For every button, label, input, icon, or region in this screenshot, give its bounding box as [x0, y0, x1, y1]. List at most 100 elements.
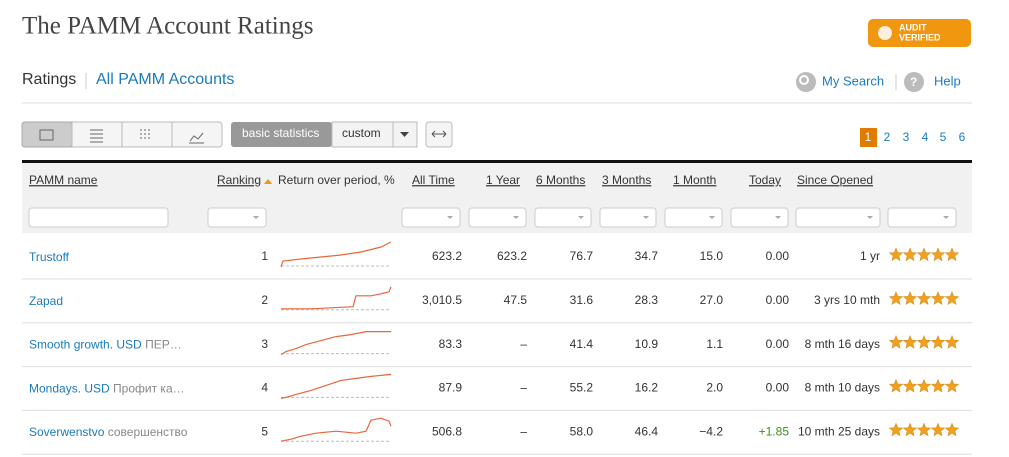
- column-header[interactable]: 3 Months: [602, 173, 651, 187]
- cell-today: 0.00: [766, 293, 790, 307]
- sparkline: [280, 331, 391, 356]
- cell-year: 623.2: [497, 249, 527, 263]
- dropdown-arrow[interactable]: [400, 132, 409, 137]
- star: [916, 422, 932, 437]
- column-header[interactable]: Today: [749, 173, 781, 187]
- select-arrow: [943, 216, 949, 219]
- filter-select[interactable]: [534, 207, 592, 228]
- page-link[interactable]: 3: [903, 130, 910, 144]
- page-link[interactable]: 4: [922, 130, 929, 144]
- ranking: 3: [261, 337, 268, 351]
- star: [888, 291, 904, 306]
- cell-six-months: 41.4: [570, 337, 594, 351]
- star: [930, 334, 946, 349]
- cell-today: 0.00: [766, 337, 790, 351]
- filter-select[interactable]: [887, 207, 957, 228]
- ranking: 2: [261, 293, 268, 307]
- select-arrow: [775, 216, 781, 219]
- mode-label: custom: [342, 126, 381, 140]
- filter-select[interactable]: [795, 207, 881, 228]
- filter-select[interactable]: [730, 207, 789, 228]
- column-header[interactable]: 6 Months: [536, 173, 585, 187]
- help-icon: ?: [910, 75, 917, 89]
- filter-select[interactable]: [599, 207, 657, 228]
- sparkline: [281, 286, 392, 311]
- tab[interactable]: All PAMM Accounts: [96, 71, 234, 88]
- account-name[interactable]: Trustoff: [29, 250, 70, 264]
- tab[interactable]: Ratings: [22, 71, 76, 88]
- account-name[interactable]: Smooth growth. USD ПЕР…: [29, 338, 182, 352]
- cell-year: 47.5: [504, 293, 528, 307]
- column-header[interactable]: Since Opened: [797, 173, 873, 187]
- account-link[interactable]: Trustoff: [29, 250, 70, 264]
- cell-all-time: 623.2: [432, 249, 462, 263]
- cell-month: 27.0: [700, 293, 724, 307]
- account-note: совершенство: [108, 425, 188, 439]
- account-name[interactable]: Mondays. USD Профит ка…: [29, 382, 185, 396]
- table-body: Trustoff 1 623.2 623.2 76.7 34.7 15.0 0.00 1 yr Z…: [22, 241, 972, 455]
- cell-six-months: 58.0: [570, 424, 594, 438]
- account-name[interactable]: Zapad: [29, 294, 63, 308]
- account-link[interactable]: Smooth growth. USD: [29, 338, 142, 352]
- filter-select[interactable]: [401, 207, 461, 228]
- star: [888, 334, 904, 349]
- page-current: [860, 128, 877, 147]
- filter-select[interactable]: [207, 207, 267, 228]
- star: [930, 422, 946, 437]
- cell-since-opened: 8 mth 16 days: [805, 337, 880, 351]
- page-title: The PAMM Account Ratings: [22, 13, 313, 40]
- select-arrow: [253, 216, 259, 219]
- star: [944, 334, 960, 349]
- star: [944, 291, 960, 306]
- link[interactable]: My Search: [822, 73, 884, 88]
- filter-input[interactable]: [28, 207, 169, 228]
- star: [888, 378, 904, 393]
- account-link[interactable]: Zapad: [29, 294, 63, 308]
- sparkline-path: [280, 331, 391, 356]
- page-link[interactable]: 2: [884, 130, 891, 144]
- link[interactable]: Help: [934, 73, 961, 88]
- filter-select[interactable]: [664, 207, 723, 228]
- cell-six-months: 55.2: [570, 381, 594, 395]
- star: [930, 291, 946, 306]
- cell-today: 0.00: [766, 381, 790, 395]
- cell-six-months: 76.7: [570, 249, 594, 263]
- cell-three-months: 46.4: [635, 424, 659, 438]
- page-link[interactable]: 5: [940, 130, 947, 144]
- select-arrow: [709, 216, 715, 219]
- table-top: [22, 160, 972, 163]
- cell-three-months: 16.2: [635, 381, 659, 395]
- cell-all-time: 83.3: [439, 337, 463, 351]
- column-header[interactable]: PAMM name: [29, 173, 98, 187]
- account-name[interactable]: Soverwenstvo совершенство: [29, 425, 188, 439]
- mode-button[interactable]: [231, 122, 332, 147]
- sparkline: [280, 241, 392, 268]
- star: [916, 291, 932, 306]
- page-link[interactable]: 1: [865, 130, 872, 144]
- page-link[interactable]: 6: [959, 130, 966, 144]
- account-link[interactable]: Soverwenstvo: [29, 425, 105, 439]
- search-icon: [796, 72, 816, 92]
- cell-year: –: [520, 337, 527, 351]
- cell-since-opened: 1 yr: [860, 249, 880, 263]
- sparkline: [280, 373, 392, 399]
- cell-today: 0.00: [766, 249, 790, 263]
- column-header[interactable]: Ranking: [217, 173, 261, 187]
- cell-year: –: [520, 424, 527, 438]
- star: [916, 247, 932, 262]
- column-header[interactable]: 1 Month: [673, 173, 716, 187]
- column-header[interactable]: 1 Year: [486, 173, 520, 187]
- select-arrow: [447, 216, 453, 219]
- view-buttons[interactable]: [21, 121, 223, 148]
- column-header[interactable]: All Time: [412, 173, 455, 187]
- account-link[interactable]: Mondays. USD: [29, 382, 110, 396]
- column-header[interactable]: Return over period, %: [278, 173, 395, 187]
- filter-select[interactable]: [468, 207, 527, 228]
- cell-all-time: 87.9: [439, 381, 463, 395]
- badge-line: AUDIT: [899, 22, 927, 32]
- ranking: 5: [261, 424, 268, 438]
- star: [902, 247, 918, 262]
- cell-since-opened: 8 mth 10 days: [805, 381, 880, 395]
- cell-month: 2.0: [706, 381, 723, 395]
- cell-month: 15.0: [700, 249, 724, 263]
